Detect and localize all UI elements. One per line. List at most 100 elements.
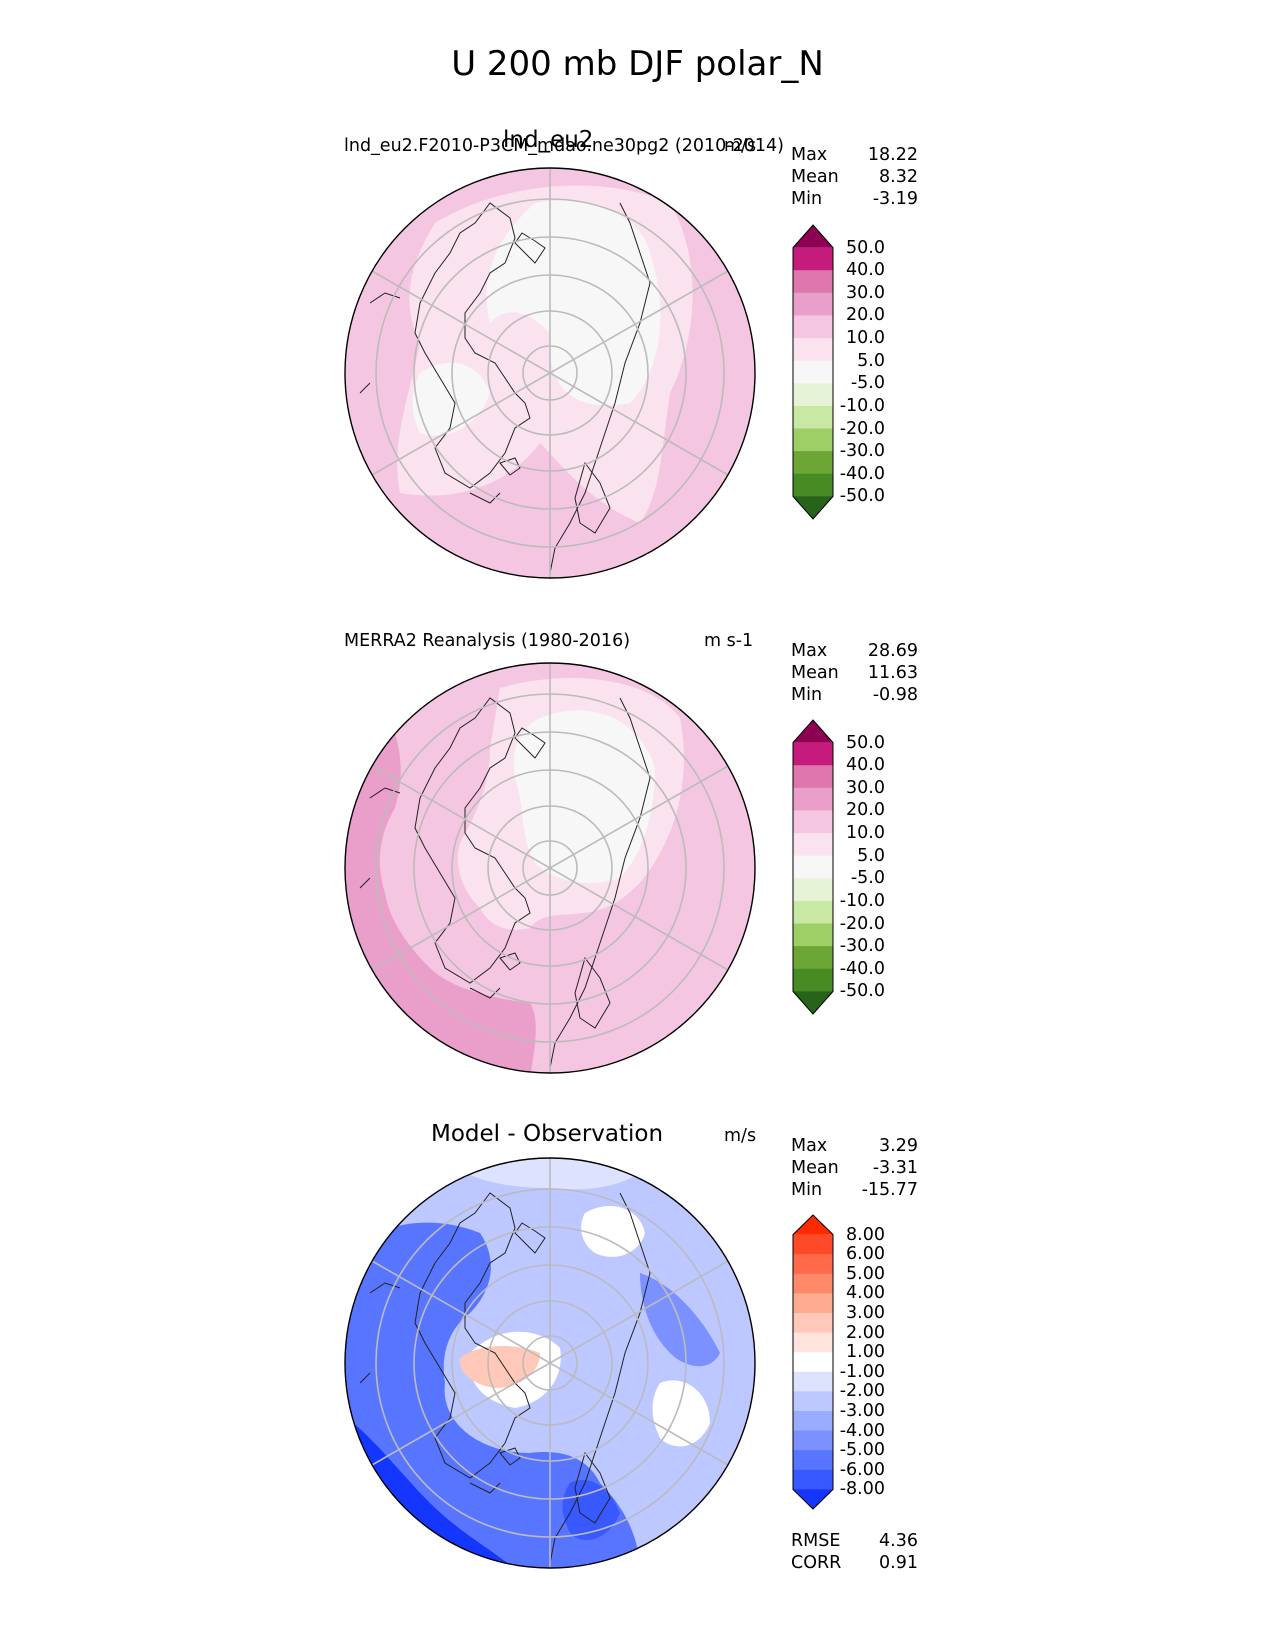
colorbar-swatch [793,787,833,811]
colorbar-tick-label: 30.0 [846,282,885,303]
colorbar-tick-label: -5.0 [850,868,885,889]
field-band-2-3 [459,1346,540,1388]
stat-value: 3.29 [879,1136,918,1156]
panel-3-units: m/s [724,1126,757,1146]
colorbar-tick-label: -6.00 [839,1459,885,1480]
panel-3-title: Model - Observation [431,1121,664,1147]
colorbar-swatch [793,742,833,766]
colorbar-outline [792,1214,834,1510]
colorbar-tick-label: -50.0 [839,486,885,507]
colorbar-swatch [793,1215,833,1235]
panel-3-colorbar-labels: 8.00 6.00 5.00 4.00 3.00 2.00 1.00 -1.00 -2.00 -3… [835,1213,885,1511]
panel-2-subtitle: MERRA2 Reanalysis (1980-2016) [344,631,631,651]
colorbar-swatch [793,946,833,970]
stat-value: 8.32 [879,167,918,187]
colorbar-tick-label: -20.0 [839,913,885,934]
colorbar-tick-label: -40.0 [839,958,885,979]
colorbar-swatch [793,1391,833,1412]
graticule [371,168,729,578]
colorbar-swatch [793,428,833,452]
colorbar-swatch [793,405,833,430]
colorbar-swatch [793,765,833,789]
coastlines [359,1192,651,1564]
panel-2-colorbar [792,719,834,1015]
colorbar-swatch [793,1469,833,1490]
stat-value: 11.63 [867,663,918,683]
panel-2-colorbar-labels: 50.0 40.0 30.0 20.0 10.0 5.0 -5.0 -10.0 -20.0 -30… [835,718,885,1016]
colorbar-swatch [793,473,833,497]
colorbar-tick-label: -5.0 [850,373,885,394]
colorbar-swatch [793,315,833,339]
coastlines [359,202,651,574]
panel-3-stats: Max 3.29 Mean -3.31 Min -15.77 [791,1135,918,1201]
colorbar-tick-label: -40.0 [839,463,885,484]
colorbar-tick-label: 40.0 [846,755,885,776]
colorbar-swatch [793,855,833,879]
colorbar-swatch [793,900,833,925]
stat-value: -3.31 [872,1158,918,1178]
figure-title: U 200 mb DJF polar_N [451,44,824,84]
colorbar-outline [792,719,834,1015]
colorbar-tick-label: 30.0 [846,777,885,798]
colorbar-tick-label: -8.00 [839,1479,885,1500]
colorbar-tick-label: 40.0 [846,260,885,281]
graticule [371,663,729,1073]
panel-2-stats: Max 28.69 Mean 11.63 Min -0.98 [791,640,918,706]
colorbar-tick-label: 5.0 [857,350,885,371]
stat-value: 18.22 [867,145,918,165]
colorbar-tick-label: -5.00 [839,1440,885,1461]
stat-value: 28.69 [867,641,918,661]
colorbar-swatch [793,810,833,834]
field-band-minus1-1 [581,1205,645,1257]
stat-value: -0.98 [872,685,918,705]
colorbar-tick-label: 1.00 [846,1342,885,1363]
colorbar-swatch [793,247,833,271]
panel-3-extra-stats: RMSE 4.36 CORR 0.91 [791,1530,918,1574]
field-band-minus4 [640,1273,720,1367]
colorbar-tick-label: -30.0 [839,441,885,462]
stat-label: Min [791,685,823,705]
stat-value: -3.19 [872,189,918,209]
stat-label: Max [791,641,828,661]
field-band-minus5-5 [486,200,661,406]
panel-1-colorbar [792,224,834,520]
stat-label: Min [791,189,823,209]
field-band-minus5-5-b [412,362,490,436]
colorbar-swatch [793,1273,833,1294]
stat-label: Mean [791,663,839,683]
colorbar-swatch [793,383,833,407]
colorbar-swatch [793,1352,833,1373]
stat-label: Mean [791,1158,839,1178]
colorbar-swatch [793,270,833,294]
colorbar-swatch [793,720,833,743]
stat-label: Max [791,145,828,165]
colorbar-tick-label: -10.0 [839,890,885,911]
panel-3-colorbar [792,1214,834,1510]
panel-1-units: m/s [724,136,757,156]
panel-1-stats: Max 18.22 Mean 8.32 Min -3.19 [791,144,918,210]
graticule [371,1158,729,1568]
stat-label: Min [791,1180,823,1200]
colorbar-tick-label: 10.0 [846,328,885,349]
colorbar-tick-label: -20.0 [839,418,885,439]
colorbar-swatch [793,292,833,316]
colorbar-swatch [793,1411,833,1432]
colorbar-tick-label: 20.0 [846,800,885,821]
colorbar-tick-label: 5.00 [846,1263,885,1284]
colorbar-outline [792,224,834,520]
panel-2-polar-map [344,662,756,1074]
panel-1-colorbar-labels: 50.0 40.0 30.0 20.0 10.0 5.0 -5.0 -10.0 -20.0 -30… [835,223,885,521]
stat-value: 0.91 [879,1553,918,1573]
colorbar-tick-label: 10.0 [846,823,885,844]
colorbar-swatch [793,496,833,519]
colorbar-swatch [793,360,833,384]
stat-label: Mean [791,167,839,187]
colorbar-swatch [793,225,833,248]
stat-label: CORR [791,1553,842,1573]
panel-3-polar-map [344,1157,756,1569]
colorbar-swatch [793,1234,833,1255]
field-band-minus6-minus5 [345,1222,640,1568]
colorbar-tick-label: 50.0 [846,732,885,753]
colorbar-tick-label: 50.0 [846,237,885,258]
field-band-minus5-5 [513,710,655,883]
